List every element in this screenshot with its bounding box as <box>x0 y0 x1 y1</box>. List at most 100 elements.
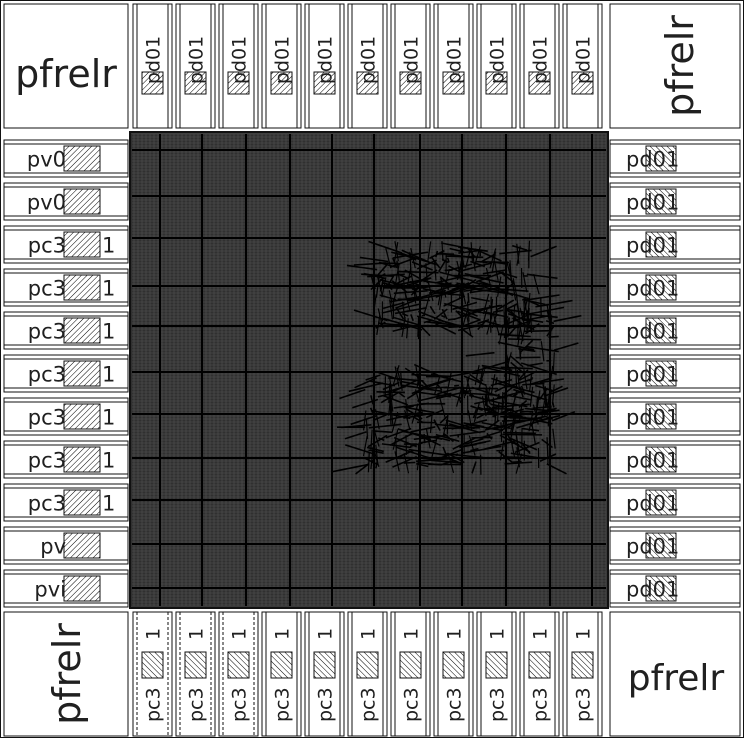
bottom-pad-label: pc3 <box>444 687 466 722</box>
right-pad-label: pd01 <box>626 535 679 559</box>
left-pad: pc3 1 <box>4 398 128 435</box>
bottom-pad-suffix: 1 <box>315 628 337 640</box>
right-pad: pd01 <box>610 527 740 564</box>
top-pad-label: pd01 <box>143 36 165 84</box>
top-pad: pd01 <box>219 4 258 128</box>
top-pad-label: pd01 <box>229 36 251 84</box>
corner-top-left-label: pfrelr <box>15 52 117 96</box>
left-pad-label: pc3 <box>28 277 66 301</box>
right-pad: pd01 <box>610 570 740 607</box>
bottom-pad-label: pc3 <box>143 687 165 722</box>
left-pad: pc3 1 <box>4 226 128 263</box>
top-pad: pd01 <box>176 4 215 128</box>
left-pad-column: pv0 pv0 pc3 1 pc3 1 pc3 1 pc3 1 pc3 1 pc3 1 pc3 1 pv pvi <box>4 140 128 607</box>
right-pad: pd01 <box>610 269 740 306</box>
right-pad-label: pd01 <box>626 148 679 172</box>
corner-top-left: pfrelr <box>4 4 128 128</box>
bottom-pad: pc3 1 <box>219 612 258 736</box>
bottom-pad-label: pc3 <box>487 687 509 722</box>
bottom-pad-label: pc3 <box>358 687 380 722</box>
left-pad: pc3 1 <box>4 269 128 306</box>
bottom-pad-suffix: 1 <box>573 628 595 640</box>
left-pad-label: pv0 <box>27 191 66 215</box>
bottom-pad: pc3 1 <box>434 612 473 736</box>
right-pad-label: pd01 <box>626 320 679 344</box>
right-pad-label: pd01 <box>626 492 679 516</box>
top-pad-label: pd01 <box>358 36 380 84</box>
left-pad-label: pc3 <box>28 492 66 516</box>
corner-bottom-right: pfrelr <box>610 612 740 736</box>
right-pad-column: pd01 pd01 pd01 pd01 pd01 pd01 pd01 pd01 pd01 pd01… <box>610 140 740 607</box>
left-pad: pv <box>4 527 128 564</box>
bottom-pad-suffix: 1 <box>401 628 423 640</box>
right-pad: pd01 <box>610 183 740 220</box>
bottom-pad-label: pc3 <box>315 687 337 722</box>
bottom-pad: pc3 1 <box>520 612 559 736</box>
top-pad: pd01 <box>133 4 172 128</box>
left-pad: pc3 1 <box>4 484 128 521</box>
top-pad-label: pd01 <box>530 36 552 84</box>
bottom-pad-suffix: 1 <box>358 628 380 640</box>
bottom-pad: pc3 1 <box>305 612 344 736</box>
left-pad: pc3 1 <box>4 441 128 478</box>
left-pad-label: pc3 <box>28 320 66 344</box>
right-pad-label: pd01 <box>626 406 679 430</box>
bottom-pad-label: pc3 <box>272 687 294 722</box>
right-pad-label: pd01 <box>626 234 679 258</box>
left-pad-label: pc3 <box>28 406 66 430</box>
left-pad-label: pvi <box>34 578 66 602</box>
left-pad-suffix: 1 <box>102 492 115 516</box>
top-pad: pd01 <box>477 4 516 128</box>
left-pad: pvi <box>4 570 128 607</box>
left-pad-suffix: 1 <box>102 406 115 430</box>
right-pad: pd01 <box>610 140 740 177</box>
bottom-pad-label: pc3 <box>186 687 208 722</box>
top-pad-label: pd01 <box>444 36 466 84</box>
left-pad-suffix: 1 <box>102 234 115 258</box>
top-pad: pd01 <box>348 4 387 128</box>
top-pad-label: pd01 <box>487 36 509 84</box>
bottom-pad-suffix: 1 <box>487 628 509 640</box>
left-pad: pv0 <box>4 140 128 177</box>
left-pad-suffix: 1 <box>102 449 115 473</box>
left-pad-label: pc3 <box>28 363 66 387</box>
left-pad: pc3 1 <box>4 355 128 392</box>
top-pad-label: pd01 <box>315 36 337 84</box>
bottom-pad-suffix: 1 <box>272 628 294 640</box>
bottom-pad-label: pc3 <box>530 687 552 722</box>
left-pad-suffix: 1 <box>102 277 115 301</box>
left-pad: pc3 1 <box>4 312 128 349</box>
bottom-pad-suffix: 1 <box>530 628 552 640</box>
right-pad: pd01 <box>610 398 740 435</box>
bottom-pad: pc3 1 <box>477 612 516 736</box>
corner-bottom-right-label: pfrelr <box>628 658 725 699</box>
left-pad-suffix: 1 <box>102 363 115 387</box>
left-pad-label: pc3 <box>28 449 66 473</box>
bottom-pad-suffix: 1 <box>143 628 165 640</box>
bottom-pad-label: pc3 <box>401 687 423 722</box>
top-pad-row: pd01 pd01 pd01 pd01 pd01 pd01 pd01 pd01 pd01 pd01… <box>133 4 602 128</box>
left-pad-label: pv <box>40 535 66 559</box>
right-pad-label: pd01 <box>626 277 679 301</box>
top-pad-label: pd01 <box>272 36 294 84</box>
top-pad: pd01 <box>305 4 344 128</box>
right-pad: pd01 <box>610 226 740 263</box>
bottom-pad-row: pc3 1 pc3 1 pc3 1 pc3 1 pc3 1 pc3 1 pc3 1 pc3 1 pc3 1 pc3 1… <box>133 612 602 736</box>
top-pad: pd01 <box>434 4 473 128</box>
bottom-pad: pc3 1 <box>262 612 301 736</box>
bottom-pad: pc3 1 <box>391 612 430 736</box>
bottom-pad-label: pc3 <box>573 687 595 722</box>
right-pad-label: pd01 <box>626 363 679 387</box>
bottom-pad: pc3 1 <box>563 612 602 736</box>
corner-bottom-left: pfrelr <box>4 612 128 736</box>
right-pad: pd01 <box>610 441 740 478</box>
top-pad-label: pd01 <box>401 36 423 84</box>
left-pad-label: pc3 <box>28 234 66 258</box>
core-area <box>130 132 608 608</box>
top-pad: pd01 <box>391 4 430 128</box>
left-pad-label: pv0 <box>27 148 66 172</box>
top-pad: pd01 <box>520 4 559 128</box>
bottom-pad: pc3 1 <box>348 612 387 736</box>
bottom-pad: pc3 1 <box>176 612 215 736</box>
